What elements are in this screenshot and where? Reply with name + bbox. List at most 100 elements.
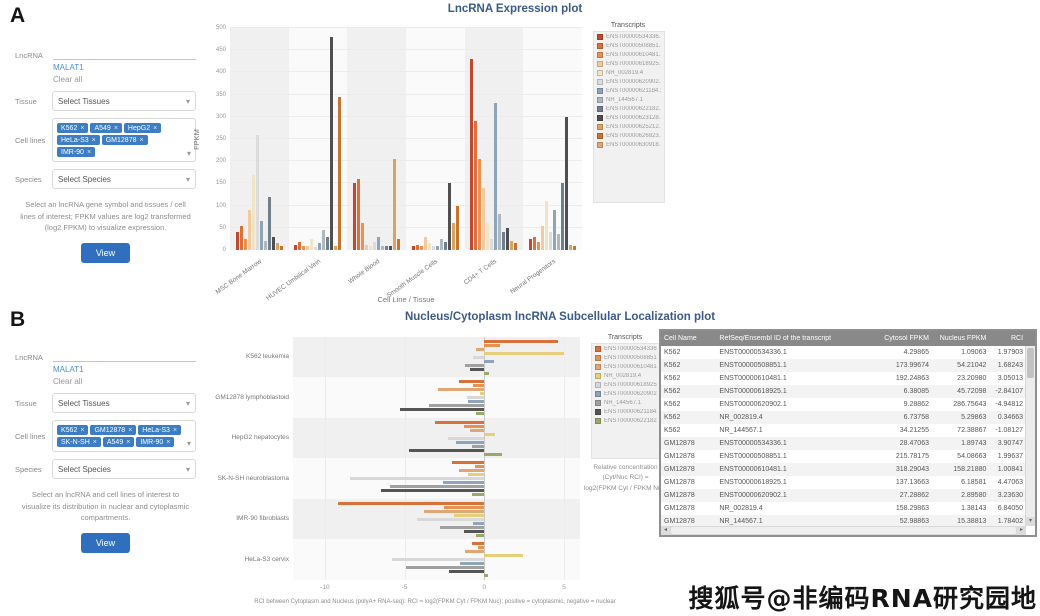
selected-tag[interactable]: GM12878 × xyxy=(101,135,148,145)
bar xyxy=(471,444,485,448)
legend-item-label: ENST00000622182.1 xyxy=(606,105,661,112)
table-row[interactable]: K562 ENST00000618925.1 6.38085 45.72098 -2.8… xyxy=(661,385,1026,398)
remove-tag-icon[interactable]: × xyxy=(80,426,85,434)
table-cell: ENST00000618925.1 xyxy=(719,479,787,486)
table-header-cell[interactable]: RefSeq/Ensembl ID of the transcript xyxy=(719,335,832,342)
selected-tag[interactable]: A549 × xyxy=(102,437,135,447)
lncrna-input[interactable] xyxy=(53,350,196,362)
remove-tag-icon[interactable]: × xyxy=(92,438,97,446)
selected-tag[interactable]: HepG2 × xyxy=(123,123,162,133)
table-cell: -4.94812 xyxy=(995,401,1024,408)
bar xyxy=(435,246,439,250)
y-tick-label: 400 xyxy=(215,69,226,76)
table-header-cell[interactable]: Nucleus FPKM xyxy=(939,335,987,342)
selected-tag[interactable]: IMR-90 × xyxy=(57,147,96,157)
table-row[interactable]: K562 ENST00000620902.1 9.28862 286.75643 -4.… xyxy=(661,398,1026,411)
remove-tag-icon[interactable]: × xyxy=(166,438,171,446)
selected-tag[interactable]: HeLa-S3 × xyxy=(57,135,100,145)
celllines-multiselect[interactable]: K562 × A549 × HepG2 × HeLa-S3 × GM12878 × IMR-90 × ▾ xyxy=(52,118,196,162)
gridline xyxy=(230,204,582,206)
tissue-select[interactable]: Select Tissues ▾ xyxy=(52,393,196,413)
selected-tag[interactable]: K562 × xyxy=(57,425,89,435)
table-row[interactable]: K562 ENST00000610481.1 192.24863 23.20980 3.… xyxy=(661,372,1026,385)
scroll-down-icon[interactable]: ▾ xyxy=(1026,517,1035,526)
bar xyxy=(565,116,569,250)
legend-item-label: ENST00000621184.1 xyxy=(606,87,661,94)
horizontal-scrollbar[interactable]: ◂ ▸ xyxy=(661,526,1026,535)
scroll-right-icon[interactable]: ▸ xyxy=(1017,526,1026,535)
gridline xyxy=(230,226,582,228)
scroll-left-icon[interactable]: ◂ xyxy=(661,526,670,535)
clear-all-link[interactable]: Clear all xyxy=(53,75,83,84)
remove-tag-icon[interactable]: × xyxy=(91,136,96,144)
legend-item-label: NR_002819.4 xyxy=(604,372,642,379)
bar xyxy=(318,243,322,250)
bar xyxy=(454,513,485,517)
bar-row xyxy=(293,562,580,566)
gridline xyxy=(230,160,582,162)
bar xyxy=(439,525,485,529)
view-button[interactable]: View xyxy=(80,242,131,263)
bar xyxy=(460,562,485,566)
selected-tag[interactable]: IMR-90 × xyxy=(136,437,175,447)
bar xyxy=(458,380,485,384)
table-header-cell[interactable]: Cell Name xyxy=(664,335,697,342)
table-row[interactable]: GM12878 ENST00000618925.1 137.13663 6.18581… xyxy=(661,476,1026,489)
bar-row xyxy=(293,517,580,521)
clear-all-link[interactable]: Clear all xyxy=(53,377,83,386)
celllines-multiselect[interactable]: K562 × GM12878 × HeLa-S3 × SK-N-SH × A549 × IMR-90… xyxy=(52,420,196,452)
bar xyxy=(452,461,485,465)
scrollbar-thumb[interactable] xyxy=(1027,348,1034,378)
table-row[interactable]: GM12878 ENST00000508851.1 215.78175 54.0866… xyxy=(661,450,1026,463)
selected-tag[interactable]: GM12878 × xyxy=(90,425,137,435)
remove-tag-icon[interactable]: × xyxy=(139,136,144,144)
species-select[interactable]: Select Species ▾ xyxy=(52,459,196,479)
legend-note-line: (Cyt/Nuc RCI) = xyxy=(602,474,649,482)
table-cell: 215.78175 xyxy=(895,453,929,460)
remove-tag-icon[interactable]: × xyxy=(128,426,133,434)
remove-tag-icon[interactable]: × xyxy=(86,148,92,156)
gridline xyxy=(230,182,582,184)
table-row[interactable]: K562 ENST00000534336.1 4.29865 1.09063 1.979… xyxy=(661,346,1026,359)
species-select[interactable]: Select Species ▾ xyxy=(52,169,196,189)
gridline xyxy=(230,27,582,28)
table-row[interactable]: GM12878 NR_144567.1 52.98863 15.38813 1.7840… xyxy=(661,515,1026,526)
table-row[interactable]: K562 NR_144567.1 34.21255 72.38867 -1.08127 xyxy=(661,424,1026,437)
bar-row xyxy=(293,408,580,412)
bar-row xyxy=(293,570,580,574)
y-axis-ticks-a: 0 50 100 150 200 250 300 350 400 450 500 xyxy=(200,25,228,253)
tissue-select-value: Select Tissues xyxy=(58,96,110,106)
bar xyxy=(338,96,342,250)
table-cell: ENST00000508851.1 xyxy=(719,453,787,460)
remove-tag-icon[interactable]: × xyxy=(126,438,131,446)
remove-tag-icon[interactable]: × xyxy=(172,426,178,434)
table-cell: K562 xyxy=(664,427,681,434)
table-row[interactable]: GM12878 ENST00000610481.1 318.29043 158.218… xyxy=(661,463,1026,476)
lncrna-selected-link[interactable]: MALAT1 xyxy=(53,365,84,374)
lncrna-input[interactable] xyxy=(53,48,196,60)
table-row[interactable]: GM12878 ENST00000620902.1 27.28862 2.89580 3… xyxy=(661,489,1026,502)
table-header-cell[interactable]: Cytosol FPKM xyxy=(884,335,929,342)
scrollbar-thumb[interactable] xyxy=(671,527,1016,534)
selected-tag[interactable]: K562 × xyxy=(57,123,89,133)
selected-tag[interactable]: A549 × xyxy=(90,123,122,133)
lncrna-selected-link[interactable]: MALAT1 xyxy=(53,63,84,72)
remove-tag-icon[interactable]: × xyxy=(80,124,85,132)
table-row[interactable]: K562 ENST00000508851.1 173.99674 54.21042 1.… xyxy=(661,359,1026,372)
vertical-scrollbar[interactable]: ▾ xyxy=(1025,346,1035,526)
table-row[interactable]: GM12878 ENST00000534336.1 28.47063 1.89743 3… xyxy=(661,437,1026,450)
tissue-select[interactable]: Select Tissues ▾ xyxy=(52,91,196,111)
remove-tag-icon[interactable]: × xyxy=(113,124,118,132)
bar-row xyxy=(293,371,580,375)
table-header-cell[interactable]: RCI xyxy=(1010,335,1024,342)
table-row[interactable]: K562 NR_002819.4 6.73758 5.29863 0.34663 xyxy=(661,411,1026,424)
table-row[interactable]: GM12878 NR_002819.4 158.29863 1.38143 6.8405… xyxy=(661,502,1026,515)
view-button[interactable]: View xyxy=(80,532,131,553)
selected-tag[interactable]: SK-N-SH × xyxy=(57,437,101,447)
bar xyxy=(471,493,485,497)
table-cell: 1.38143 xyxy=(961,505,987,512)
selected-tag[interactable]: HeLa-S3 × xyxy=(138,425,182,435)
bar xyxy=(479,392,485,396)
remove-tag-icon[interactable]: × xyxy=(153,124,158,132)
bar xyxy=(399,408,485,412)
